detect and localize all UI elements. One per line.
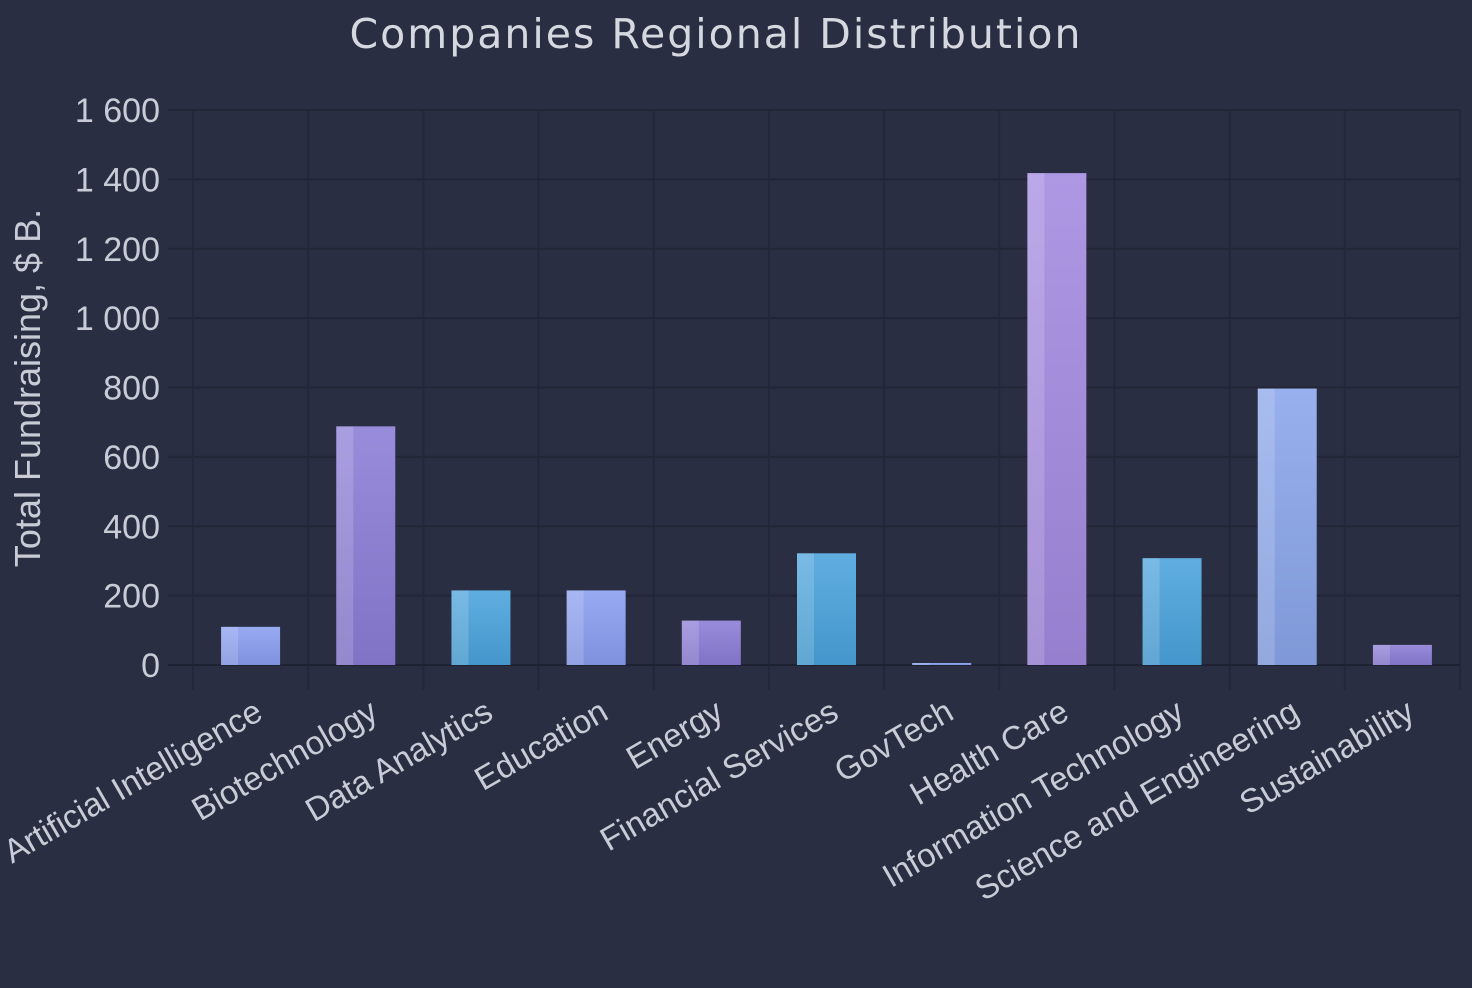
bar[interactable] xyxy=(681,620,741,665)
chart-title: Companies Regional Distribution xyxy=(349,10,1083,58)
bar[interactable] xyxy=(451,590,511,665)
y-tick-label: 200 xyxy=(103,578,160,616)
y-tick-label: 600 xyxy=(103,439,160,477)
y-tick-label: 1 200 xyxy=(75,231,160,269)
y-tick-label: 1 400 xyxy=(75,161,160,199)
bar-highlight xyxy=(451,590,469,665)
bar[interactable] xyxy=(797,553,856,665)
bar[interactable] xyxy=(1027,173,1087,665)
bar[interactable] xyxy=(1372,644,1432,665)
bar-highlight xyxy=(1027,173,1045,665)
y-tick-label: 800 xyxy=(103,370,160,408)
bar[interactable] xyxy=(912,663,972,665)
y-tick-label: 400 xyxy=(103,508,160,546)
bar[interactable] xyxy=(1142,558,1202,665)
y-axis-ticks: 0 200 400 600 800 1 000 1 200 1 400 1 600 xyxy=(75,92,160,685)
x-tick-label: Education xyxy=(468,692,614,797)
bar-highlight xyxy=(1257,388,1275,665)
bar[interactable] xyxy=(336,426,396,665)
y-tick-label: 1 600 xyxy=(75,92,160,130)
bar-highlight xyxy=(566,590,584,665)
bar-highlight xyxy=(336,426,354,665)
y-tick-label: 0 xyxy=(141,647,160,685)
bar-highlight xyxy=(681,620,699,665)
bar-highlight xyxy=(1372,644,1390,665)
bars xyxy=(221,173,1432,665)
bar[interactable] xyxy=(566,590,626,665)
bar[interactable] xyxy=(221,626,281,665)
bar-highlight xyxy=(912,663,930,665)
bar-highlight xyxy=(1142,558,1160,665)
bar-highlight xyxy=(797,553,814,665)
x-axis-ticks: Artificial IntelligenceBiotechnologyData… xyxy=(0,692,1420,908)
bar[interactable] xyxy=(1257,388,1317,665)
y-tick-label: 1 000 xyxy=(75,300,160,338)
bar-highlight xyxy=(221,626,239,665)
y-axis-label: Total Fundraising, $ B. xyxy=(7,209,48,567)
